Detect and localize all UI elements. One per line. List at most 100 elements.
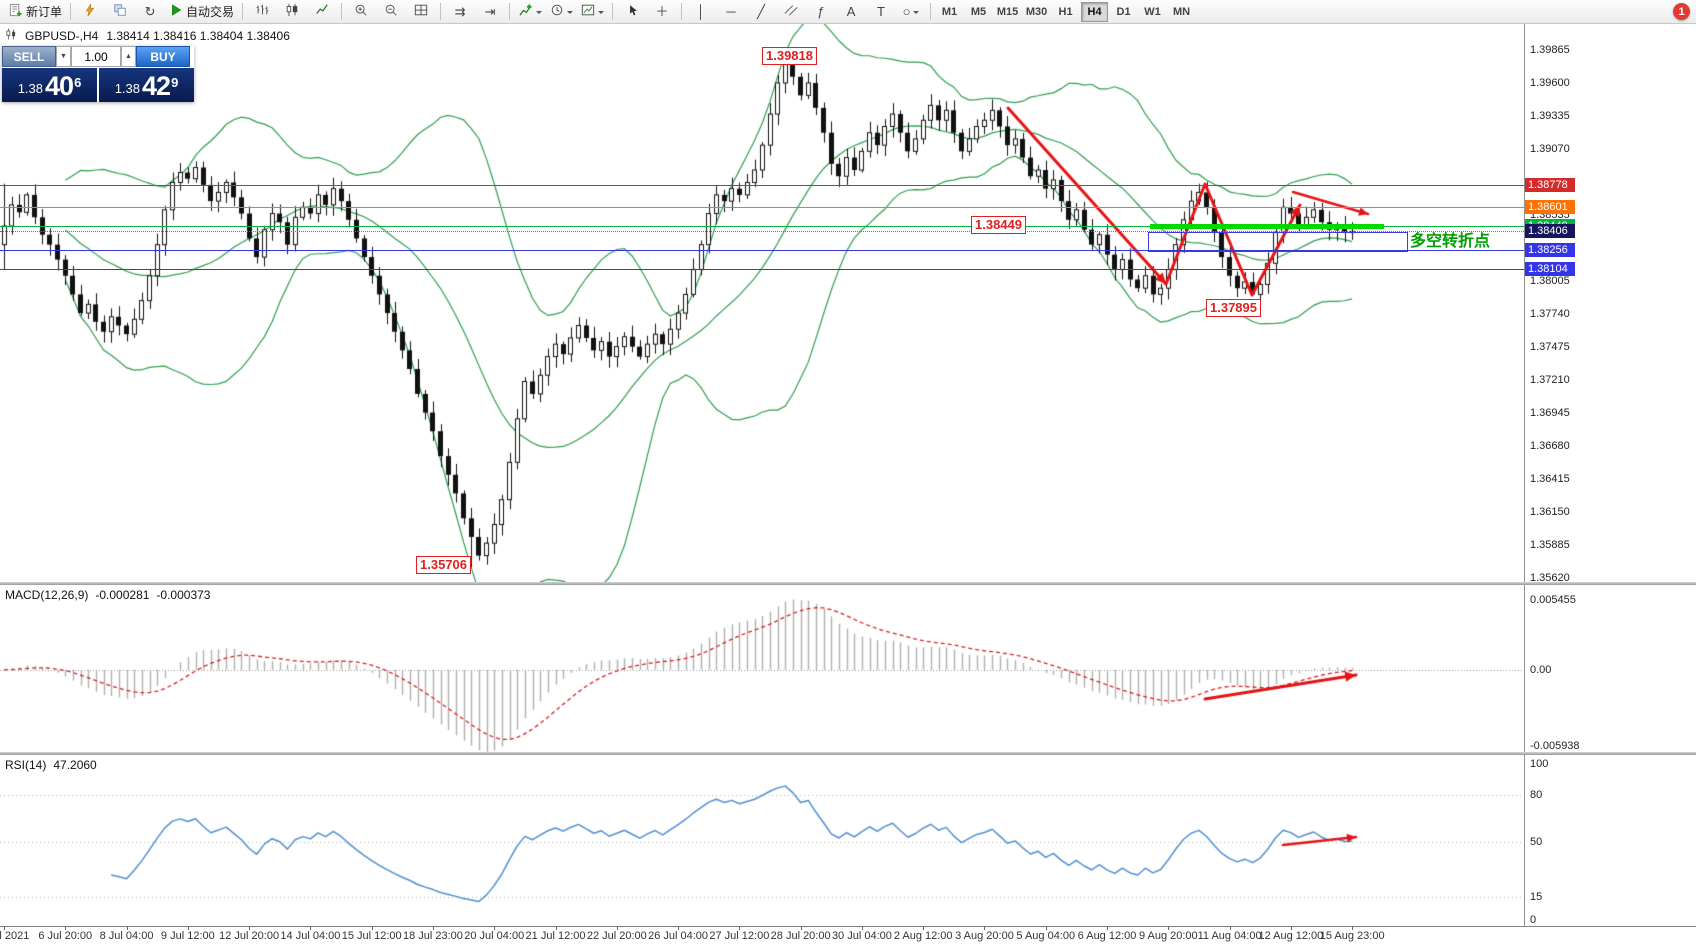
time-axis-tick: [432, 926, 434, 930]
buy-price-point: 9: [171, 75, 179, 90]
volume-input[interactable]: [71, 46, 121, 67]
indicator-icon: [518, 3, 533, 21]
timeframe-m5-button[interactable]: M5: [970, 5, 987, 18]
new-order-button[interactable]: 新订单: [4, 1, 66, 23]
time-axis-label: 27 Jul 12:00: [709, 930, 770, 942]
channel-icon: [784, 3, 798, 20]
time-axis-tick: [739, 926, 741, 930]
lightning-icon: [83, 3, 97, 20]
time-axis-label: 6 Jul 20:00: [38, 930, 93, 942]
support-line[interactable]: [0, 249, 1524, 251]
notification-badge[interactable]: 1: [1673, 3, 1690, 20]
time-axis-tick: [616, 926, 618, 930]
price-tick-label: 1.36945: [1530, 407, 1570, 420]
rsi-value: 47.2060: [53, 758, 97, 772]
chart-shift-button[interactable]: ⇥: [475, 1, 505, 23]
trendline-button[interactable]: ╱: [746, 1, 776, 23]
textA-icon: A: [846, 4, 856, 19]
grid-icon: [414, 3, 428, 20]
rsi-splitter[interactable]: [0, 752, 1696, 755]
rsi-axis-label: 0: [1530, 914, 1537, 926]
periods-button[interactable]: [546, 1, 577, 23]
tile-windows-button[interactable]: [406, 1, 436, 23]
consolidation-box[interactable]: [1148, 232, 1408, 252]
main-chart-canvas[interactable]: [0, 24, 1524, 582]
volume-decrease-button[interactable]: ▼: [56, 46, 71, 67]
macd-axis-label: 0.005455: [1530, 594, 1576, 606]
time-axis-label: 15 Aug 23:00: [1319, 930, 1385, 942]
time-axis-tick: [1229, 926, 1231, 930]
cursor-button[interactable]: [617, 1, 647, 23]
time-axis-label: 5 Aug 04:00: [1016, 930, 1076, 942]
timeframe-w1-button[interactable]: W1: [1144, 5, 1161, 18]
text-button[interactable]: A: [836, 1, 866, 23]
bar-chart-mode-button[interactable]: [247, 1, 277, 23]
timeframe-d1-button[interactable]: D1: [1116, 5, 1131, 18]
main-toolbar: 新订单 ↻ 自动交易 ⇉ ⇥ ＋ │ ─ ╱ ƒ A T ○ M1 M5 M15 M30 H1 H4 D1 W1 MN: [0, 0, 1696, 24]
buy-price-display[interactable]: 1.38 42 9: [99, 68, 194, 102]
timeframe-m1-button[interactable]: M1: [941, 5, 958, 18]
crosshair-button[interactable]: ＋: [647, 1, 677, 23]
shapes-button[interactable]: ○: [896, 1, 926, 23]
bid-price-line[interactable]: [0, 230, 1524, 232]
trend-icon: ╱: [757, 4, 765, 19]
timeframe-h1-button[interactable]: H1: [1058, 5, 1073, 18]
profiles-button[interactable]: [105, 1, 135, 23]
macd-splitter[interactable]: [0, 582, 1696, 585]
time-axis-tick: [1045, 926, 1047, 930]
macd-signal-value: -0.000373: [156, 588, 211, 602]
buy-button[interactable]: BUY: [136, 46, 190, 67]
candlestick-mode-button[interactable]: [277, 1, 307, 23]
price-badge: 1.38406: [1525, 224, 1575, 239]
turning-point-label[interactable]: 多空转折点: [1410, 233, 1491, 250]
time-axis-label: 28 Jul 20:00: [770, 930, 831, 942]
price-tick-label: 1.36150: [1530, 506, 1570, 519]
pivot-price-label[interactable]: 1.38449: [971, 216, 1026, 234]
timeframe-h4-button[interactable]: H4: [1081, 1, 1109, 22]
time-axis-separator: [0, 926, 1696, 927]
vertical-line-button[interactable]: │: [686, 1, 716, 23]
refresh-button[interactable]: ↻: [135, 1, 165, 23]
cursor-icon: [626, 4, 639, 20]
minor-resistance-line[interactable]: [0, 206, 1524, 208]
macd-panel-canvas[interactable]: [0, 585, 1524, 752]
pivot-highlight-segment[interactable]: [1150, 223, 1384, 229]
major-low-price-label[interactable]: 1.35706: [416, 556, 471, 574]
equidistant-channel-button[interactable]: [776, 1, 806, 23]
favorites-button[interactable]: [75, 1, 105, 23]
rsi-panel-canvas[interactable]: [0, 755, 1524, 926]
sell-button[interactable]: SELL: [2, 46, 56, 67]
zoom-out-button[interactable]: [376, 1, 406, 23]
line-chart-mode-button[interactable]: [307, 1, 337, 23]
time-axis-tick: [800, 926, 802, 930]
peak-price-label[interactable]: 1.39818: [762, 47, 817, 65]
chart-symbol-icon: [5, 28, 17, 43]
timeframe-m15-button[interactable]: M15: [996, 5, 1019, 18]
lower-support-line[interactable]: [0, 268, 1524, 270]
horizontal-line-button[interactable]: ─: [716, 1, 746, 23]
chart-ohlc-values: 1.38414 1.38416 1.38404 1.38406: [106, 28, 290, 43]
time-axis-label: 6 Aug 12:00: [1077, 930, 1137, 942]
toolbar-separator: [440, 3, 442, 20]
timeframe-m30-button[interactable]: M30: [1025, 5, 1048, 18]
play-icon: [169, 3, 183, 20]
time-axis-label: 30 Jul 04:00: [831, 930, 892, 942]
timeframe-mn-button[interactable]: MN: [1172, 5, 1191, 18]
text-label-button[interactable]: T: [866, 1, 896, 23]
pivot-line[interactable]: [0, 225, 1524, 227]
auto-trading-button[interactable]: 自动交易: [165, 1, 238, 23]
time-axis-label: 9 Jul 12:00: [160, 930, 215, 942]
sell-price-display[interactable]: 1.38 40 6: [2, 68, 97, 102]
zoom-in-button[interactable]: [346, 1, 376, 23]
time-axis-tick: [1352, 926, 1354, 930]
recent-low-price-label[interactable]: 1.37895: [1206, 299, 1261, 317]
auto-scroll-button[interactable]: ⇉: [445, 1, 475, 23]
volume-increase-button[interactable]: ▲: [121, 46, 136, 67]
resistance-line[interactable]: [0, 184, 1524, 186]
templates-button[interactable]: [577, 1, 608, 23]
fibonacci-button[interactable]: ƒ: [806, 1, 836, 23]
time-axis-tick: [65, 926, 67, 930]
indicators-button[interactable]: [514, 1, 546, 23]
